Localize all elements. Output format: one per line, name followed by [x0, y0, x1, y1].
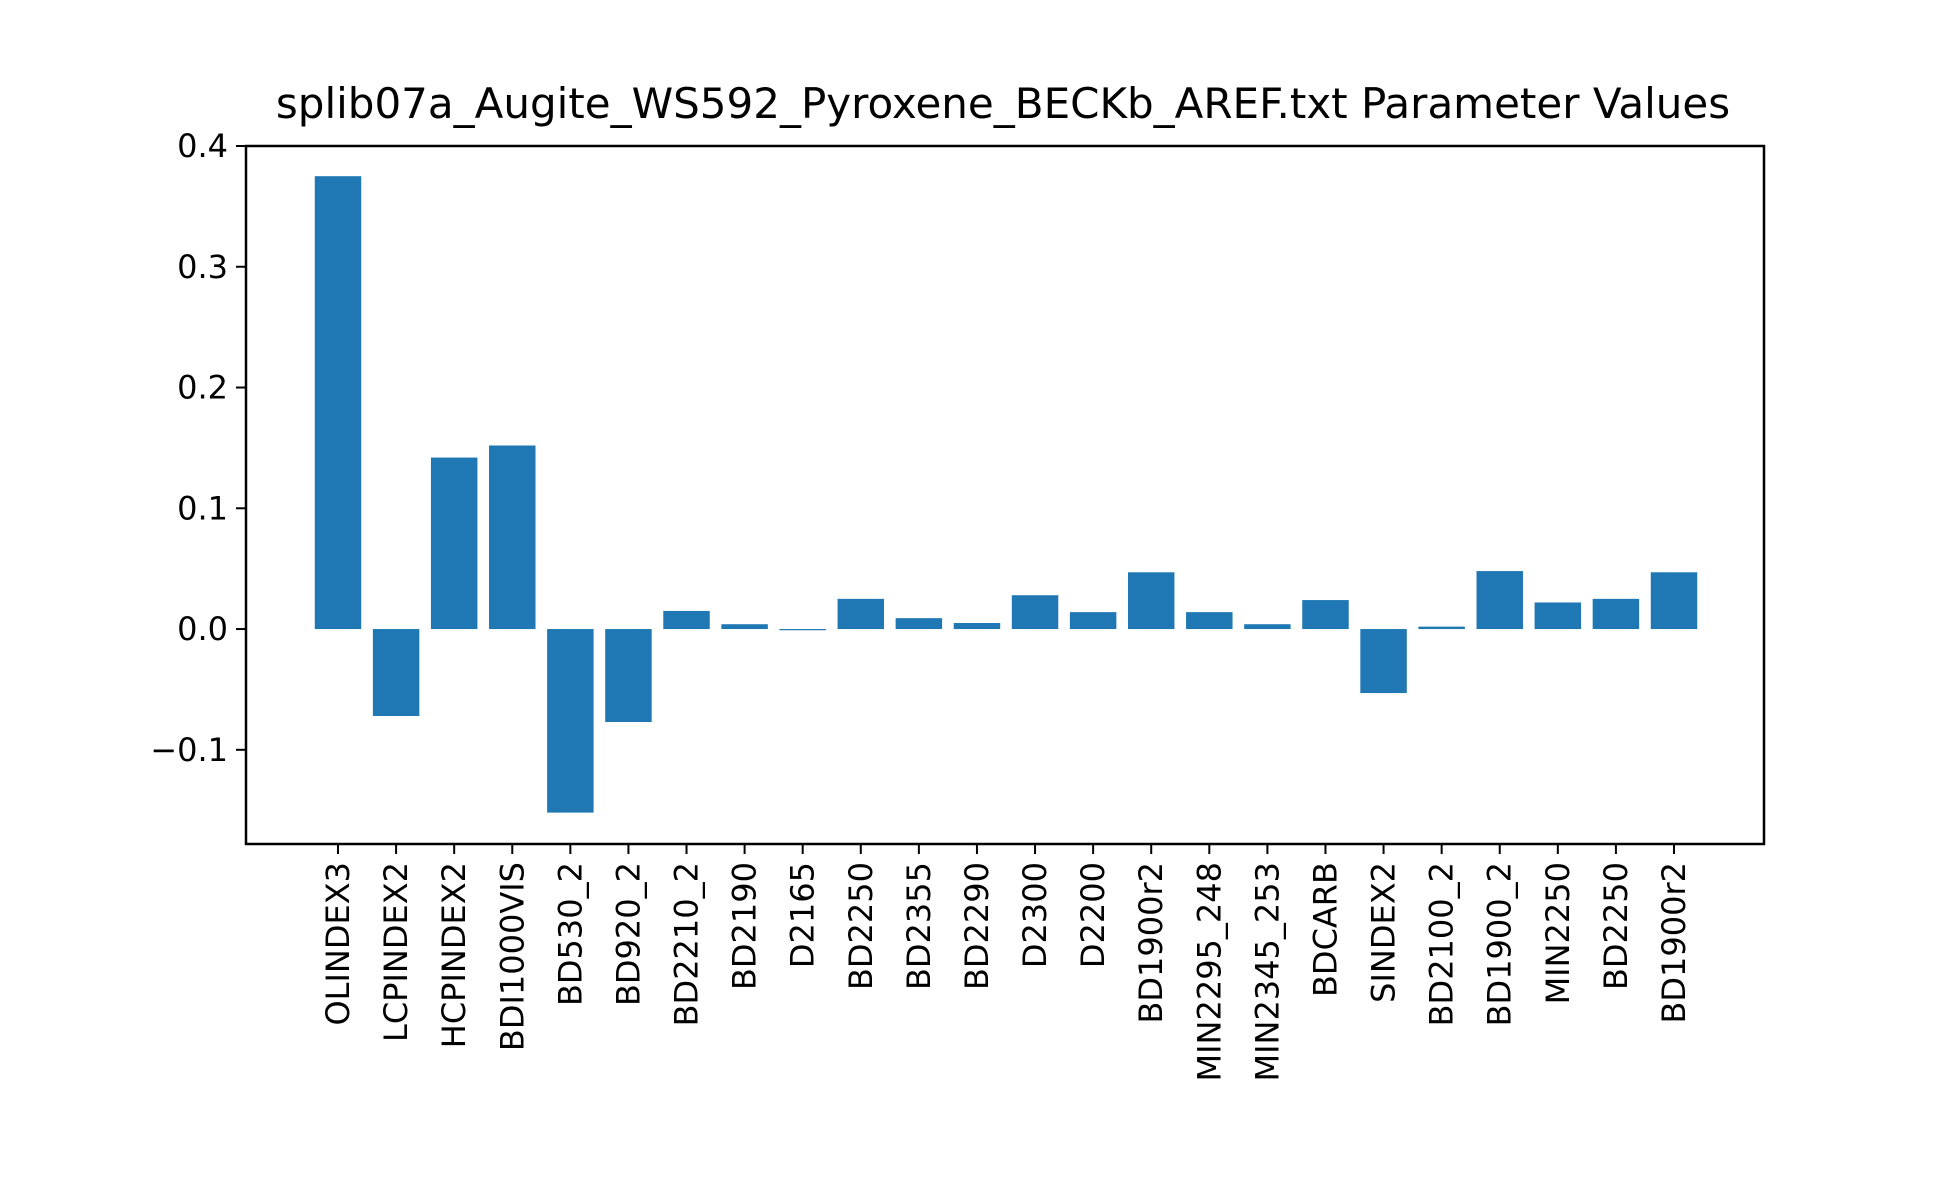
bar-sindex2 [1360, 629, 1407, 694]
x-tick-label: SINDEX2 [1365, 862, 1403, 1003]
y-tick-label: 0.4 [177, 127, 228, 165]
x-tick-label: BD2190 [726, 862, 764, 990]
bar-min2345-253 [1244, 624, 1291, 630]
x-tick-label: BD1900_2 [1481, 862, 1519, 1026]
x-tick-label: BD1900r2 [1655, 862, 1693, 1024]
bar-min2250 [1534, 602, 1582, 630]
bar-d2200 [1069, 612, 1117, 630]
x-tick-label: D2165 [784, 862, 822, 968]
chart-title: splib07a_Augite_WS592_Pyroxene_BECKb_ARE… [276, 79, 1730, 128]
bar-bd530-2 [547, 629, 594, 813]
bar-bd2290 [953, 623, 1001, 630]
x-tick-label: BD2100_2 [1423, 862, 1461, 1026]
x-tick-label: BD2290 [958, 862, 996, 990]
x-tick-label: MIN2295_248 [1190, 862, 1228, 1082]
x-tick-label: MIN2345_253 [1248, 862, 1286, 1082]
bar-bd1900-2 [1476, 571, 1523, 630]
bar-bd1900r2 [1127, 572, 1175, 630]
x-tick-label: BD2250 [1597, 862, 1635, 990]
x-tick-label: MIN2250 [1539, 862, 1577, 1004]
y-tick-label: −0.1 [150, 731, 228, 769]
y-tick-label: 0.0 [177, 610, 228, 648]
y-tick-label: 0.1 [177, 489, 228, 527]
x-tick-label: BD530_2 [551, 862, 589, 1006]
bar-bd1900r2 [1650, 572, 1698, 630]
x-tick-label: D2300 [1016, 862, 1054, 968]
x-tick-label: LCPINDEX2 [377, 862, 415, 1042]
y-tick-label: 0.2 [177, 369, 228, 407]
x-tick-label: BD2250 [842, 862, 880, 990]
bar-bd2250 [1592, 598, 1640, 630]
x-tick-label: BDCARB [1306, 862, 1344, 997]
bar-bd920-2 [605, 629, 652, 723]
bar-olindex3 [314, 176, 362, 630]
bar-d2300 [1011, 595, 1059, 630]
x-tick-label: D2200 [1074, 862, 1112, 968]
x-tick-label: OLINDEX3 [319, 862, 357, 1026]
bar-lcpindex2 [372, 629, 420, 716]
bar-bdi1000vis [489, 445, 536, 630]
bar-bd2250 [837, 598, 885, 630]
y-tick-label: 0.3 [177, 248, 228, 286]
plot-frame [244, 144, 1766, 846]
bar-bdcarb [1302, 600, 1349, 630]
bar-bd2190 [721, 624, 768, 630]
bar-hcpindex2 [430, 457, 478, 630]
x-tick-label: BD2355 [900, 862, 938, 990]
y-axis: −0.1 0.0 0.1 0.2 0.3 0.4 [150, 127, 246, 769]
x-tick-label: BD920_2 [609, 862, 647, 1006]
bar-d2165 [779, 629, 826, 631]
x-axis: OLINDEX3 LCPINDEX2 HCPINDEX2 BDI1000VIS BD53… [319, 844, 1693, 1082]
bar-bd2355 [895, 618, 943, 630]
x-tick-label: HCPINDEX2 [435, 862, 473, 1048]
x-tick-label: BD2210_2 [668, 862, 706, 1026]
bar-bd2100-2 [1418, 626, 1465, 630]
x-tick-label: BDI1000VIS [493, 862, 531, 1051]
bar-min2295-248 [1186, 612, 1233, 630]
bar-bd2210-2 [663, 610, 710, 630]
bars-group [314, 176, 1698, 813]
x-tick-label: BD1900r2 [1132, 862, 1170, 1024]
